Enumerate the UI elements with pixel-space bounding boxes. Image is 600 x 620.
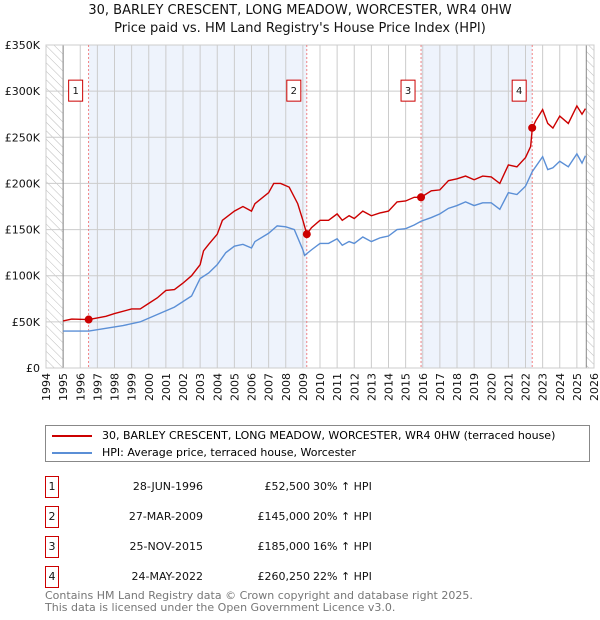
footer-line-1: Contains HM Land Registry data © Crown c… (45, 589, 473, 602)
transaction-hpi-diff: 30% ↑ HPI (313, 480, 372, 493)
x-tick-label: 2003 (194, 373, 207, 401)
transaction-marker: 4 (45, 566, 59, 588)
series-line (63, 152, 587, 332)
transaction-marker: 1 (45, 476, 59, 498)
legend-label: HPI: Average price, terraced house, Worc… (102, 446, 356, 459)
x-tick-label: 2014 (383, 373, 396, 401)
transaction-date: 27-MAR-2009 (128, 510, 203, 523)
transaction-marker: 3 (45, 536, 59, 558)
legend-item-property: 30, BARLEY CRESCENT, LONG MEADOW, WORCES… (52, 427, 555, 444)
y-tick-label: £350K (5, 39, 41, 52)
x-tick-label: 2002 (177, 373, 190, 401)
sale-period-shade (88, 45, 307, 368)
sale-label: 3 (405, 86, 411, 97)
x-tick-label: 1995 (57, 373, 70, 401)
x-tick-label: 2023 (537, 373, 550, 401)
sale-label: 4 (516, 86, 522, 97)
sale-label: 2 (291, 86, 297, 97)
plot-border (45, 44, 595, 369)
sale-point (417, 193, 426, 202)
chart-title: 30, BARLEY CRESCENT, LONG MEADOW, WORCES… (88, 3, 512, 18)
x-tick-label: 2011 (331, 373, 344, 401)
sale-point (84, 315, 93, 324)
legend-item-hpi: HPI: Average price, terraced house, Worc… (52, 444, 356, 461)
transaction-price: £145,000 (257, 510, 311, 523)
sale-label-box (286, 79, 302, 102)
transaction-hpi-diff: 16% ↑ HPI (313, 540, 372, 553)
x-tick-label: 1999 (126, 373, 139, 401)
y-tick-label: £100K (5, 270, 41, 283)
x-tick-label: 1998 (109, 373, 122, 401)
sale-label-box (68, 79, 84, 102)
y-tick-label: £0 (26, 362, 40, 375)
series-line (62, 104, 587, 322)
legend-swatch (52, 434, 92, 437)
x-tick-label: 2020 (485, 373, 498, 401)
x-tick-label: 2005 (228, 373, 241, 401)
x-tick-label: 2026 (588, 373, 600, 401)
transaction-date: 24-MAY-2022 (131, 570, 203, 583)
transaction-hpi-diff: 22% ↑ HPI (313, 570, 372, 583)
hatched-region (586, 45, 594, 368)
x-tick-label: 1997 (91, 373, 104, 401)
transaction-price: £185,000 (257, 540, 311, 553)
chart-subtitle: Price paid vs. HM Land Registry's House … (114, 21, 486, 36)
transaction-price: £260,250 (257, 570, 311, 583)
x-tick-label: 2009 (297, 373, 310, 401)
sale-label-box (400, 79, 416, 102)
x-tick-label: 2012 (348, 373, 361, 401)
transaction-date: 25-NOV-2015 (129, 540, 203, 553)
x-tick-label: 2004 (211, 373, 224, 401)
sale-point (528, 123, 537, 132)
x-tick-label: 1994 (40, 373, 53, 401)
y-tick-label: £50K (12, 316, 41, 329)
legend: 30, BARLEY CRESCENT, LONG MEADOW, WORCES… (45, 425, 590, 462)
transaction-price: £52,500 (264, 480, 311, 493)
x-tick-label: 2008 (280, 373, 293, 401)
x-tick-label: 2021 (502, 373, 515, 401)
price-chart: 1994 1995 1996 1997 1998 1999 2000 2001 2002 2003… (5, 39, 600, 401)
x-tick-label: 2010 (314, 373, 327, 401)
legend-swatch (52, 451, 92, 454)
x-tick-label: 2001 (160, 373, 173, 401)
hatched-region (46, 45, 64, 368)
footer-line-2: This data is licensed under the Open Gov… (45, 601, 396, 614)
transaction-date: 28-JUN-1996 (132, 480, 203, 493)
x-tick-label: 2016 (417, 373, 430, 401)
y-tick-label: £150K (5, 224, 41, 237)
x-tick-label: 2013 (365, 373, 378, 401)
y-tick-label: £250K (5, 131, 41, 144)
x-tick-label: 2022 (520, 373, 533, 401)
x-tick-label: 2015 (400, 373, 413, 401)
x-tick-label: 2025 (571, 373, 584, 401)
sale-point (302, 230, 311, 239)
transaction-hpi-diff: 20% ↑ HPI (313, 510, 372, 523)
sale-label: 1 (72, 86, 78, 97)
legend-label: 30, BARLEY CRESCENT, LONG MEADOW, WORCES… (102, 429, 556, 442)
x-tick-label: 2024 (554, 373, 567, 401)
y-tick-label: £300K (5, 85, 41, 98)
y-tick-label: £200K (5, 177, 41, 190)
sale-label-box (511, 79, 527, 102)
x-tick-label: 1996 (74, 373, 87, 401)
x-tick-label: 2007 (263, 373, 276, 401)
x-tick-label: 2000 (143, 373, 156, 401)
x-tick-label: 2018 (451, 373, 464, 401)
transaction-marker: 2 (45, 506, 59, 528)
x-tick-label: 2019 (468, 373, 481, 401)
x-tick-label: 2006 (246, 373, 259, 401)
x-tick-label: 2017 (434, 373, 447, 401)
